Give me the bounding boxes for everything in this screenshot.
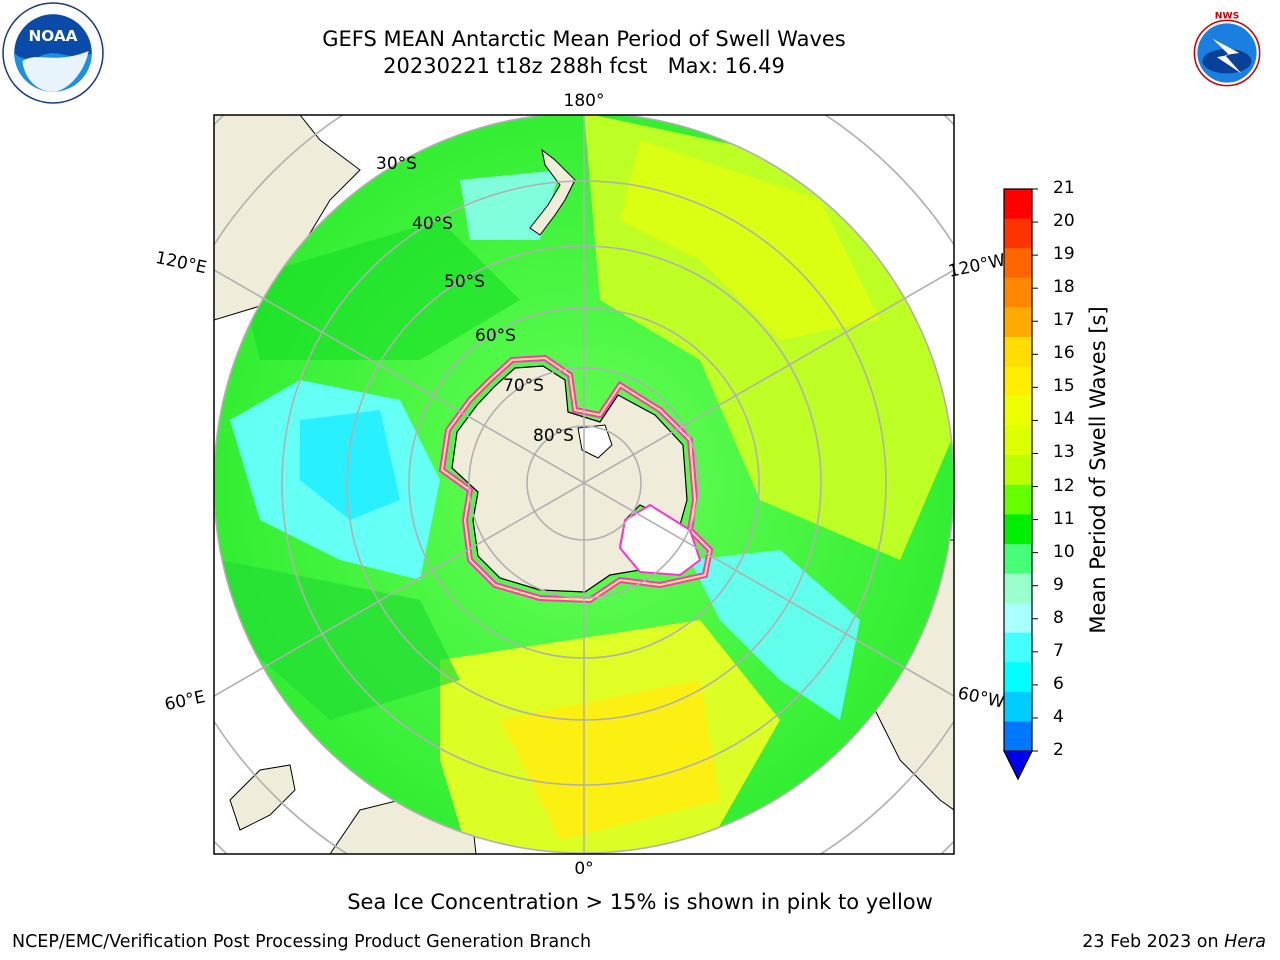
ross-sea-ice — [577, 424, 613, 459]
colorbar-tick-label: 11 — [1053, 508, 1075, 529]
lat-label-30s: 30°S — [376, 154, 417, 174]
lon-label-120w: 120°W — [947, 250, 1008, 282]
sea-ice-note: Sea Ice Concentration > 15% is shown in … — [347, 890, 933, 914]
colorbar-tick-label: 10 — [1053, 541, 1075, 562]
colorbar-tick-label: 6 — [1053, 673, 1064, 694]
colorbar-segment — [1004, 484, 1032, 515]
colorbar-segment — [1004, 455, 1032, 486]
australia-land — [214, 115, 361, 321]
footer-date: 23 Feb 2023 on Hera — [1082, 932, 1266, 952]
noaa-logo-icon: NOAA — [2, 2, 104, 104]
colorbar-outline — [1003, 188, 1033, 781]
colorbar-segment — [1004, 603, 1032, 634]
colorbar-segment — [1004, 366, 1032, 397]
colorbar-tick-label: 2 — [1053, 740, 1064, 760]
colorbar-tick-label: 12 — [1053, 475, 1075, 496]
footer-credit: NCEP/EMC/Verification Post Processing Pr… — [12, 932, 592, 952]
lon-label-0: 0° — [574, 859, 593, 879]
colorbar-segment — [1004, 632, 1032, 663]
colorbar-segment — [1004, 248, 1032, 279]
colorbar-tick-label: 7 — [1053, 640, 1064, 661]
lon-label-120e: 120°E — [154, 248, 209, 278]
map-frame — [213, 114, 955, 855]
chart-subtitle: 20230221 t18z 288h fcst Max: 16.49 — [383, 54, 785, 78]
colorbar-segment — [1004, 691, 1032, 722]
colorbar-tick-label: 13 — [1053, 442, 1075, 463]
colorbar-tick-label: 21 — [1053, 178, 1075, 198]
nws-logo-icon: NWS — [1177, 3, 1277, 103]
colorbar-tick-label: 18 — [1053, 277, 1075, 298]
colorbar-tick-label: 15 — [1053, 376, 1075, 397]
svg-text:NWS: NWS — [1215, 10, 1239, 21]
colorbar-segment — [1004, 662, 1032, 693]
colorbar-segment — [1004, 543, 1032, 575]
colorbar-tick-label: 14 — [1053, 409, 1075, 430]
colorbar-tick-label: 17 — [1053, 310, 1075, 331]
colorbar-segment — [1004, 721, 1032, 752]
colorbar-tick-label: 20 — [1053, 211, 1075, 232]
lat-label-60s: 60°S — [475, 326, 516, 346]
colorbar-tick-label: 16 — [1053, 343, 1075, 364]
colorbar-segment — [1004, 307, 1032, 338]
colorbar-tick-label: 19 — [1053, 244, 1075, 265]
colorbar-tick-label: 9 — [1053, 574, 1064, 595]
map-area: 30°S 40°S 50°S 60°S 70°S 80°S — [214, 115, 954, 854]
antarctica-ice-yellow — [440, 356, 712, 602]
graticule — [214, 115, 954, 854]
colorbar-segment — [1004, 189, 1032, 220]
lat-label-40s: 40°S — [412, 214, 453, 234]
colorbar-extend-arrow — [1003, 750, 1033, 781]
colorbar-tick-label: 4 — [1053, 706, 1064, 727]
lon-label-180: 180° — [564, 91, 605, 111]
colorbar-segment — [1004, 218, 1032, 249]
colorbar-title: Mean Period of Swell Waves [s] — [1086, 306, 1110, 634]
lon-label-60e: 60°E — [163, 687, 207, 715]
colorbar-segment — [1004, 396, 1032, 427]
chart-title: GEFS MEAN Antarctic Mean Period of Swell… — [322, 27, 846, 51]
colorbar — [1003, 188, 1038, 781]
madagascar-land — [229, 764, 296, 831]
colorbar-segment — [1004, 573, 1032, 604]
colorbar-segment — [1004, 514, 1032, 545]
colorbar-segment — [1004, 336, 1032, 367]
svg-text:NOAA: NOAA — [28, 27, 77, 45]
weddell-sea-ice — [618, 503, 702, 577]
colorbar-segment — [1004, 425, 1032, 456]
lat-label-70s: 70°S — [503, 376, 544, 396]
colorbar-segment — [1004, 277, 1032, 308]
lat-label-50s: 50°S — [444, 272, 485, 292]
lon-label-60w: 60°W — [956, 683, 1006, 712]
new-zealand-land — [529, 148, 576, 236]
colorbar-tick-label: 8 — [1053, 607, 1064, 628]
lat-label-80s: 80°S — [533, 426, 574, 446]
